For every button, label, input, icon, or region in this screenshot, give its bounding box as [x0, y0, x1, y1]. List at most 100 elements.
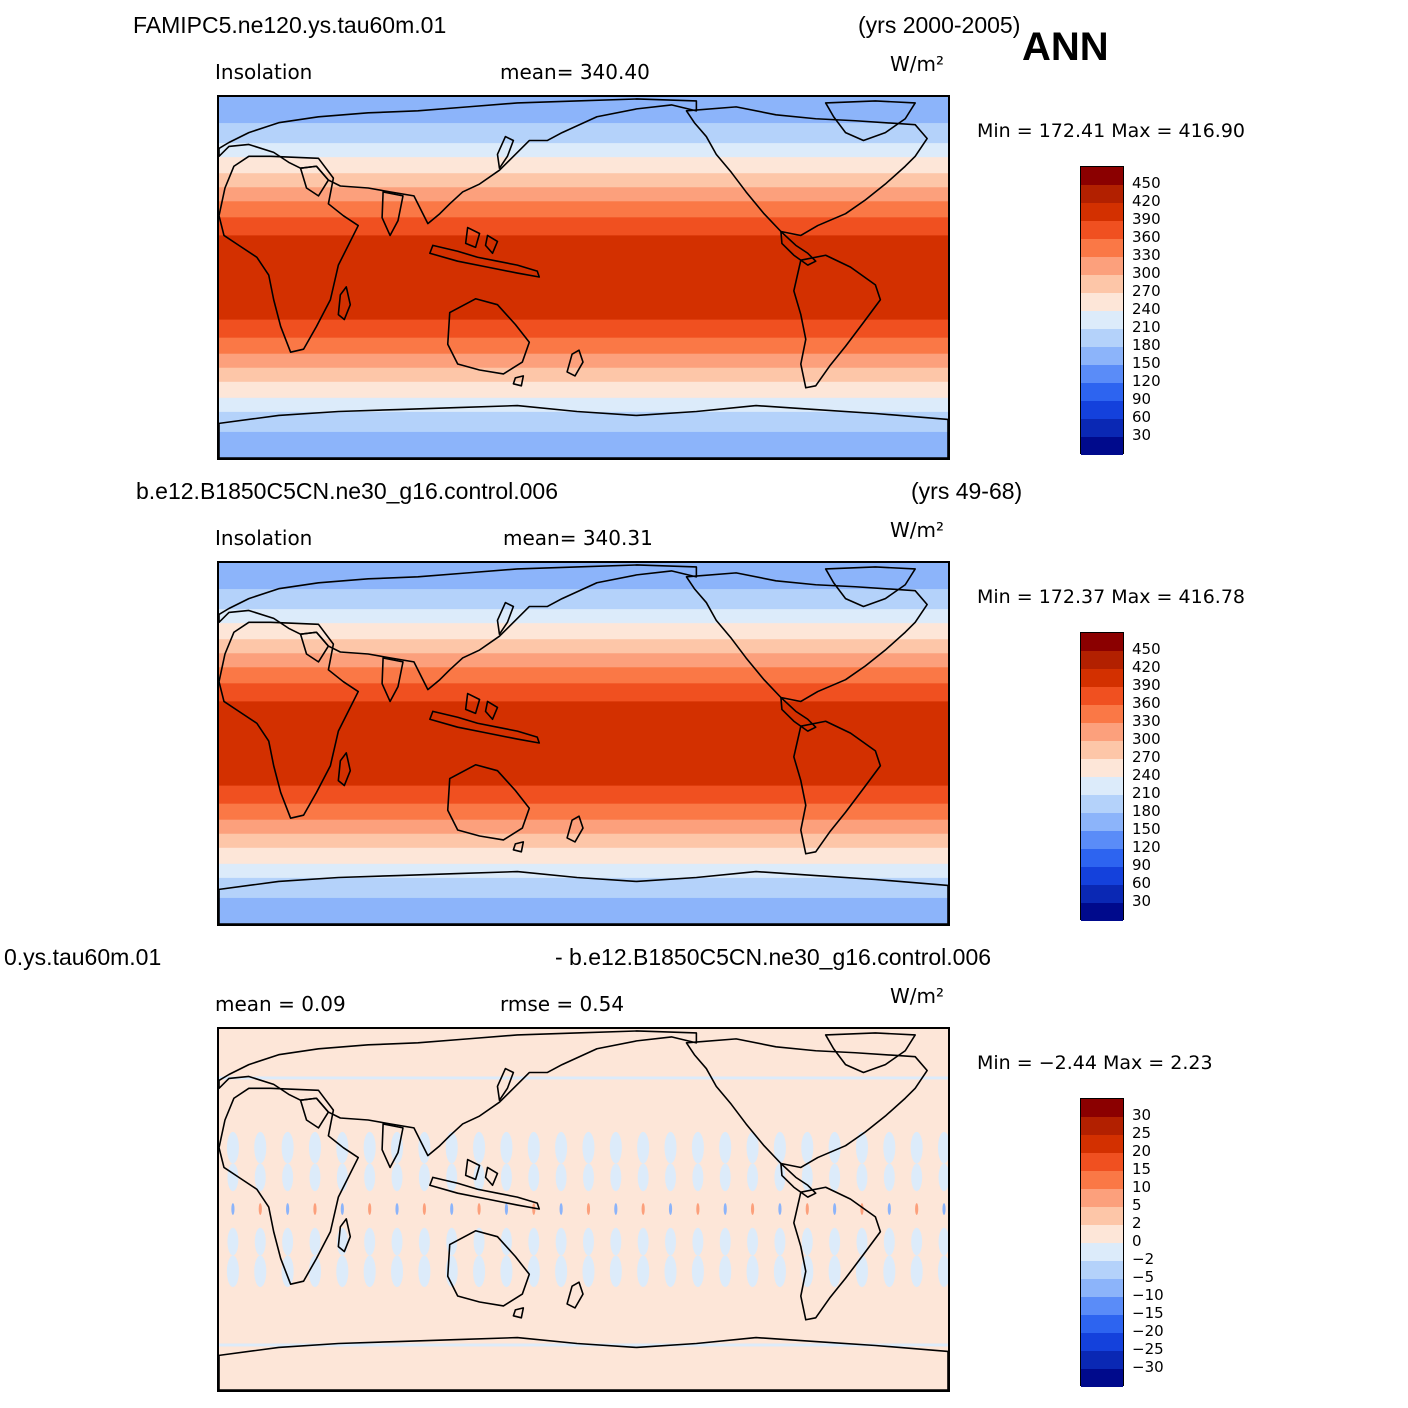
coastline [381, 657, 404, 703]
coastline [780, 230, 817, 266]
panel1-case-name: FAMIPC5.ne120.ys.tau60m.01 [133, 12, 447, 38]
diff-negative-blob [418, 1163, 430, 1192]
diff-negative-blob [692, 1227, 704, 1256]
diff-negative-blob [583, 1163, 594, 1192]
colorbar-swatch [1081, 167, 1123, 185]
coastline [824, 100, 916, 142]
colorbar-swatch [1081, 1099, 1123, 1117]
colorbar-swatch [1081, 1225, 1123, 1243]
diff-negative-blob [281, 1255, 294, 1288]
colorbar-swatch [1081, 1351, 1123, 1369]
diff-negative-blob [911, 1163, 923, 1192]
panel1-map [217, 95, 950, 460]
coastline [219, 621, 360, 819]
colorbar-swatch [1081, 1117, 1123, 1135]
colorbar-swatch [1081, 311, 1123, 329]
diff-negative-blob [363, 1131, 376, 1164]
diff-equator-mark [723, 1203, 727, 1215]
colorbar-swatch [1081, 813, 1123, 831]
coastline [566, 1281, 584, 1309]
diff-negative-blob [801, 1227, 813, 1256]
coastline [429, 1176, 541, 1210]
coastline [219, 870, 948, 924]
colorbar-swatch [1081, 293, 1123, 311]
diff-equator-mark [750, 1203, 755, 1215]
colorbar-tick-label: 5 [1132, 1196, 1142, 1214]
coastline [496, 135, 515, 170]
diff-negative-blob [418, 1227, 430, 1256]
diff-negative-blob [555, 1255, 568, 1288]
diff-negative-blob [774, 1227, 786, 1256]
diff-negative-blob [254, 1163, 266, 1192]
colorbar-tick-label: 30 [1132, 426, 1152, 444]
colorbar-tick-label: 240 [1132, 300, 1161, 318]
coastline [512, 375, 525, 387]
diff-negative-blob [528, 1163, 540, 1192]
colorbar-tick-label: 20 [1132, 1142, 1152, 1160]
diff-negative-blob [227, 1163, 239, 1192]
colorbar-swatch [1081, 239, 1123, 257]
colorbar-swatch [1081, 795, 1123, 813]
coastline [299, 631, 330, 663]
diff-negative-blob [801, 1163, 813, 1192]
diff-negative-blob [747, 1163, 759, 1192]
panel2-years: (yrs 49-68) [911, 478, 1023, 504]
diff-negative-blob [665, 1163, 676, 1192]
diff-negative-blob [473, 1131, 486, 1164]
colorbar-swatch [1081, 759, 1123, 777]
colorbar-swatch [1081, 777, 1123, 795]
colorbar-tick-label: 0 [1132, 1232, 1142, 1250]
diff-negative-blob [500, 1163, 512, 1192]
colorbar-swatch [1081, 1315, 1123, 1333]
diff-negative-blob [308, 1255, 321, 1288]
colorbar-tick-label: −25 [1132, 1340, 1164, 1358]
coastline [381, 1123, 404, 1169]
coastline [464, 1158, 481, 1181]
diff-negative-blob [773, 1131, 786, 1164]
panel1-colorbar [1080, 166, 1124, 455]
coastline [484, 700, 499, 721]
season-label: ANN [1022, 25, 1109, 69]
colorbar-tick-label: 25 [1132, 1124, 1152, 1142]
lat-band [219, 819, 948, 835]
panel1-minmax: Min = 172.41 Max = 416.90 [977, 120, 1245, 142]
colorbar-swatch [1081, 831, 1123, 849]
diff-negative-blob [855, 1255, 868, 1288]
coastline [446, 1229, 531, 1307]
coastline [685, 1038, 928, 1169]
panel3-rmse: rmse = 0.54 [500, 992, 625, 1016]
colorbar-tick-label: 10 [1132, 1178, 1152, 1196]
diff-equator-mark [586, 1203, 591, 1215]
diff-equator-mark [286, 1203, 290, 1215]
diff-equator-mark [532, 1203, 536, 1215]
lat-band [219, 589, 948, 610]
coastline [484, 234, 499, 255]
diff-negative-blob [473, 1255, 486, 1288]
panel2-colorbar [1080, 632, 1124, 921]
diff-negative-blob [855, 1131, 868, 1164]
coastline [219, 1030, 698, 1157]
colorbar-swatch [1081, 723, 1123, 741]
diff-equator-mark [833, 1203, 837, 1215]
colorbar-tick-label: 180 [1132, 336, 1161, 354]
coastline [496, 1067, 515, 1102]
coastline [484, 1166, 499, 1187]
diff-negative-blob [911, 1227, 923, 1256]
diff-equator-mark [668, 1203, 673, 1215]
colorbar-swatch [1081, 687, 1123, 705]
panel1-field [219, 97, 948, 458]
lat-band [219, 337, 948, 355]
diff-negative-blob [883, 1131, 896, 1164]
coastline [566, 349, 584, 377]
coastline [512, 841, 525, 853]
panel2-mean: mean= 340.31 [503, 526, 653, 550]
diff-equator-mark [696, 1203, 700, 1215]
lat-band [219, 367, 948, 383]
panel2-minmax: Min = 172.37 Max = 416.78 [977, 586, 1245, 608]
diff-negative-blob [856, 1227, 868, 1256]
lat-band [219, 833, 948, 849]
colorbar-tick-label: −2 [1132, 1250, 1155, 1268]
diff-negative-blob [363, 1255, 376, 1288]
panel2-case-name: b.e12.B1850C5CN.ne30_g16.control.006 [136, 478, 558, 504]
panel1-coastlines [219, 98, 948, 458]
